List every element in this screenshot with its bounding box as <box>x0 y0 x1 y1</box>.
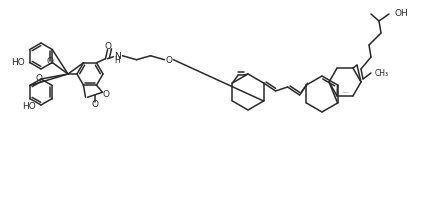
Text: O: O <box>105 42 112 51</box>
Text: O: O <box>91 100 98 109</box>
Text: O: O <box>103 89 110 98</box>
Text: O: O <box>166 56 173 65</box>
Text: O: O <box>35 74 43 83</box>
Text: H: H <box>114 56 120 65</box>
Text: OH: OH <box>394 9 408 18</box>
Text: CH₃: CH₃ <box>374 68 388 77</box>
Text: HO: HO <box>11 58 25 67</box>
Text: HO: HO <box>22 102 36 111</box>
Text: O: O <box>47 57 54 66</box>
Text: N: N <box>114 52 121 61</box>
Text: ....: .... <box>340 89 348 94</box>
